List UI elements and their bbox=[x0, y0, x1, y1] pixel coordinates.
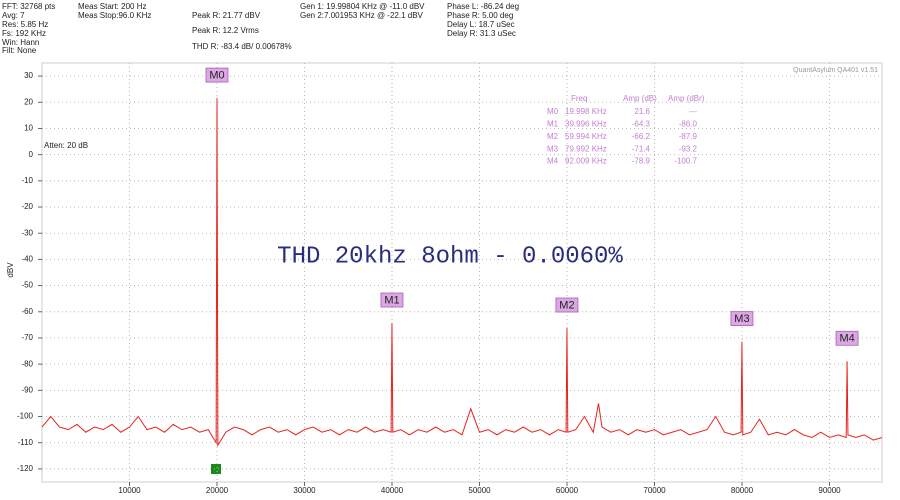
x-tick-label: 40000 bbox=[381, 486, 404, 495]
table-header: Amp (dB) bbox=[623, 94, 657, 103]
y-tick-label: -50 bbox=[21, 281, 33, 290]
x-tick-label: 50000 bbox=[468, 486, 491, 495]
spectrum-trace bbox=[41, 98, 883, 448]
table-cell: -100.7 bbox=[674, 157, 697, 166]
y-tick-label: 30 bbox=[24, 71, 33, 80]
table-cell: 19.998 KHz bbox=[565, 107, 607, 116]
marker-box bbox=[205, 67, 229, 83]
x-tick-label: 60000 bbox=[556, 486, 579, 495]
x-tick-label: 90000 bbox=[818, 486, 841, 495]
y-tick-label: 20 bbox=[24, 97, 33, 106]
y-tick-label: -120 bbox=[17, 464, 34, 473]
status-text: Phase R: 5.00 deg bbox=[447, 11, 513, 20]
status-text: Win: Hann bbox=[2, 38, 39, 47]
y-tick-label: -10 bbox=[21, 176, 33, 185]
marker-label: M2 bbox=[559, 299, 574, 311]
marker-label: M4 bbox=[839, 333, 854, 345]
table-cell: -78.9 bbox=[632, 157, 651, 166]
y-tick-label: -60 bbox=[21, 307, 33, 316]
y-tick-label: 0 bbox=[29, 150, 34, 159]
marker-label: M0 bbox=[209, 69, 224, 81]
y-tick-label: -80 bbox=[21, 359, 33, 368]
status-text: Meas Start: 200 Hz bbox=[78, 2, 146, 11]
table-cell: M1 bbox=[547, 120, 559, 129]
table-cell: 21.6 bbox=[634, 107, 650, 116]
status-text: THD R: -83.4 dB/ 0.00678% bbox=[192, 42, 292, 51]
table-cell: M4 bbox=[547, 157, 559, 166]
plot-frame bbox=[41, 62, 883, 483]
marker-label: M3 bbox=[734, 313, 749, 325]
watermark: QuantAsylum QA401 v1.51 bbox=[793, 67, 878, 74]
annotation: THD 20khz 8ohm - 0.0060% bbox=[277, 243, 623, 270]
status-text: Peak R: 12.2 Vrms bbox=[192, 26, 259, 35]
status-text: Gen 1: 19.99804 KHz @ -11.0 dBV bbox=[300, 2, 425, 11]
x-tick-label: 70000 bbox=[643, 486, 666, 495]
table-cell: -71.4 bbox=[632, 144, 651, 153]
status-text: Filt: None bbox=[2, 46, 37, 55]
table-cell: M2 bbox=[547, 132, 559, 141]
status-text: Phase L: -86.24 deg bbox=[447, 2, 519, 11]
status-text: Delay L: 18.7 uSec bbox=[447, 20, 515, 29]
generator-indicator bbox=[211, 464, 221, 474]
status-text: Gen 2:7.001953 KHz @ -22.1 dBV bbox=[300, 11, 424, 20]
marker-box bbox=[380, 292, 404, 308]
table-cell: M3 bbox=[547, 144, 559, 153]
y-tick-label: 10 bbox=[24, 124, 33, 133]
table-cell: --- bbox=[689, 107, 697, 116]
table-cell: -87.9 bbox=[679, 132, 698, 141]
atten-label: Atten: 20 dB bbox=[44, 141, 88, 150]
x-tick-label: 20000 bbox=[206, 486, 229, 495]
status-text: FFT: 32768 pts bbox=[2, 2, 55, 11]
table-header: Amp (dBr) bbox=[668, 94, 705, 103]
table-cell: 92.009 KHz bbox=[565, 157, 607, 166]
y-tick-label: -70 bbox=[21, 333, 33, 342]
table-cell: -66.2 bbox=[632, 132, 651, 141]
status-text: Avg: 7 bbox=[2, 11, 25, 20]
table-cell: -86.0 bbox=[679, 120, 698, 129]
marker-box bbox=[835, 330, 859, 346]
y-tick-label: -30 bbox=[21, 228, 33, 237]
status-text: Peak R: 21.77 dBV bbox=[192, 11, 261, 20]
table-cell: M0 bbox=[547, 107, 559, 116]
table-cell: -64.3 bbox=[632, 120, 651, 129]
status-text: Fs: 192 KHz bbox=[2, 29, 46, 38]
table-cell: 39.996 KHz bbox=[565, 120, 607, 129]
status-text: Res: 5.85 Hz bbox=[2, 20, 48, 29]
marker-label: M1 bbox=[384, 294, 399, 306]
table-cell: -93.2 bbox=[679, 144, 698, 153]
y-tick-label: -20 bbox=[21, 202, 33, 211]
status-text: Delay R: 31.3 uSec bbox=[447, 29, 516, 38]
x-tick-label: 10000 bbox=[118, 486, 141, 495]
status-text: Meas Stop:96.0 KHz bbox=[78, 11, 151, 20]
marker-box bbox=[730, 311, 754, 327]
y-axis-label: dBV bbox=[6, 262, 15, 278]
table-cell: 59.994 KHz bbox=[565, 132, 607, 141]
marker-box bbox=[555, 297, 579, 313]
x-tick-label: 30000 bbox=[293, 486, 316, 495]
y-tick-label: -100 bbox=[17, 412, 34, 421]
y-tick-label: -90 bbox=[21, 385, 33, 394]
x-tick-label: 80000 bbox=[731, 486, 754, 495]
table-cell: 79.992 KHz bbox=[565, 144, 607, 153]
y-tick-label: -40 bbox=[21, 255, 33, 264]
table-header: Freq bbox=[571, 94, 587, 103]
y-tick-label: -110 bbox=[18, 438, 34, 447]
